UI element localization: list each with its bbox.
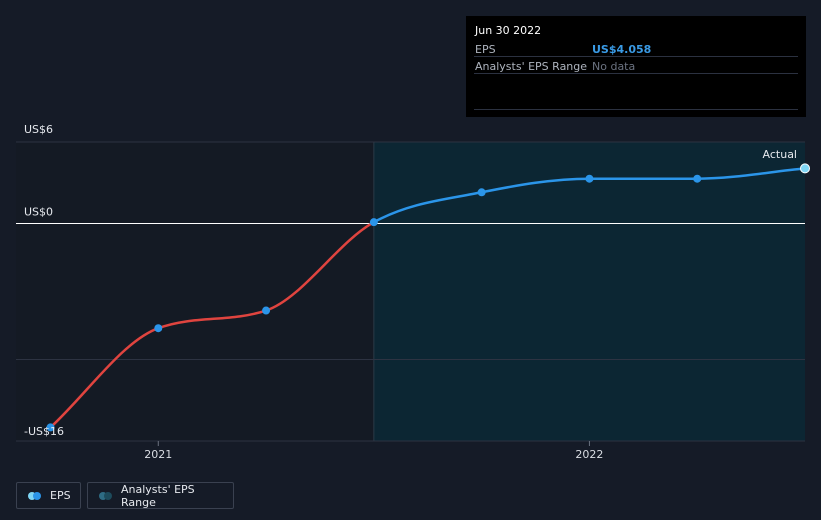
eps-data-point (693, 174, 702, 183)
legend-dot (99, 491, 107, 500)
eps-data-point (262, 306, 271, 315)
legend-range-label: Analysts' EPS Range (121, 482, 195, 509)
tooltip-eps-value: US$4.058 (592, 43, 652, 56)
legend-eps-button[interactable]: EPS (16, 482, 81, 509)
tooltip-divider (474, 56, 798, 57)
legend-dot (104, 491, 112, 500)
tooltip-range-value: No data (592, 60, 636, 73)
eps-data-point (585, 174, 594, 183)
tooltip-date: Jun 30 2022 (475, 24, 542, 37)
tooltip-divider (474, 73, 798, 74)
actual-label: Actual (763, 148, 797, 161)
eps-data-point (477, 188, 486, 197)
eps-data-point (369, 218, 378, 227)
legend-range-button[interactable]: Analysts' EPS Range (87, 482, 234, 509)
y-tick-label: -US$16 (24, 425, 64, 438)
y-tick-label: US$0 (24, 206, 53, 219)
y-tick-label: US$6 (24, 123, 53, 136)
forecast-region (373, 142, 805, 441)
tooltip-panel: Jun 30 2022 EPS US$4.058 Analysts' EPS R… (466, 16, 806, 117)
legend-dot (33, 491, 41, 500)
x-tick-label: 2022 (575, 448, 603, 461)
eps-line-positive (369, 167, 806, 224)
tooltip-divider (474, 109, 798, 110)
eps-data-point (154, 324, 163, 333)
range-legend-icon (99, 491, 113, 500)
eps-legend-icon (28, 491, 42, 500)
past-region (16, 142, 374, 441)
tooltip-eps-label: EPS (475, 43, 496, 56)
x-tick-label: 2021 (144, 448, 172, 461)
legend-eps-label: EPS (50, 489, 71, 502)
legend-dot (28, 491, 36, 500)
eps-data-point (800, 163, 810, 174)
tooltip-range-label: Analysts' EPS Range (475, 60, 588, 73)
eps-data-point (46, 423, 55, 432)
